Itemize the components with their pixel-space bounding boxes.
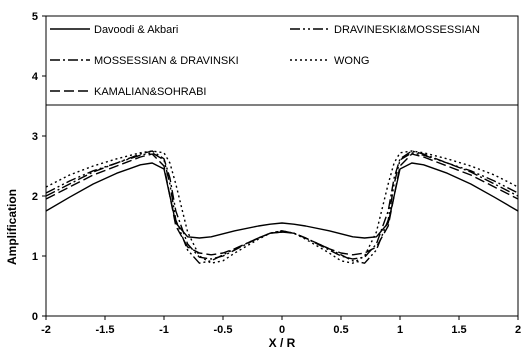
legend-box: [45, 15, 519, 106]
legend-label-3: WONG: [334, 55, 369, 67]
series-lines: [45, 150, 519, 264]
legend-label-2: MOSSESSIAN & DRAVINSKI: [94, 55, 239, 67]
series-line-2: [45, 150, 519, 260]
y-tick-label: 2: [32, 191, 38, 203]
series-line-0: [45, 162, 519, 239]
y-tick-label: 1: [32, 251, 38, 263]
x-tick-label: -1: [159, 324, 169, 336]
x-axis-title: X / R: [269, 336, 296, 350]
legend-label-1: DRAVINESKI&MOSSESSIAN: [334, 24, 480, 36]
x-tick-label: 0.5: [333, 324, 348, 336]
legend-label-0: Davoodi & Akbari: [94, 24, 178, 36]
legend: Davoodi & Akbari DRAVINESKI&MOSSESSIAN MOS…: [45, 15, 519, 106]
x-tick-label: -1.5: [96, 324, 115, 336]
x-tick-label: 1.5: [451, 324, 466, 336]
y-tick-label: 4: [32, 71, 39, 83]
x-tick-label: -2: [41, 324, 51, 336]
y-tick-label: 0: [32, 311, 38, 323]
y-tick-label: 5: [32, 11, 38, 23]
x-tick-label: -0.5: [214, 324, 233, 336]
y-axis-title: Amplification: [5, 189, 19, 265]
y-tick-label: 3: [32, 131, 38, 143]
x-tick-label: 2: [515, 324, 521, 336]
legend-label-4: KAMALIAN&SOHRABI: [94, 86, 206, 98]
x-tick-label: 0: [279, 324, 285, 336]
x-tick-label: 1: [397, 324, 403, 336]
series-line-3: [45, 150, 519, 264]
series-line-1: [45, 152, 519, 264]
series-line-4: [45, 153, 519, 256]
